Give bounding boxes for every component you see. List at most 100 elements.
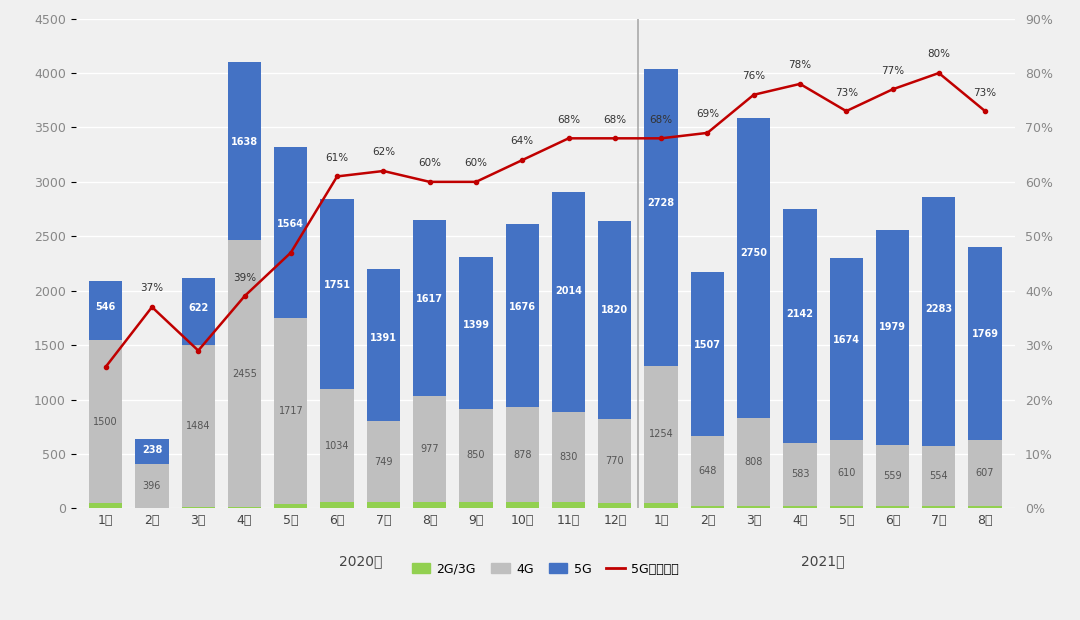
- Bar: [89, 340, 122, 503]
- Bar: [505, 407, 539, 502]
- Text: 2142: 2142: [786, 309, 813, 319]
- Bar: [691, 506, 724, 508]
- Bar: [969, 440, 1002, 506]
- Text: 1034: 1034: [325, 441, 349, 451]
- Text: 648: 648: [698, 466, 717, 476]
- Text: 583: 583: [791, 469, 809, 479]
- Bar: [181, 507, 215, 508]
- Bar: [89, 281, 122, 340]
- Text: 73%: 73%: [973, 87, 997, 97]
- Bar: [598, 503, 632, 508]
- Text: 1979: 1979: [879, 322, 906, 332]
- Text: 808: 808: [744, 457, 762, 467]
- Bar: [367, 421, 400, 502]
- Text: 1564: 1564: [278, 219, 305, 229]
- Bar: [274, 148, 308, 317]
- Bar: [645, 503, 678, 508]
- Bar: [413, 219, 446, 396]
- Text: 1674: 1674: [833, 335, 860, 345]
- Text: 830: 830: [559, 452, 578, 462]
- Bar: [228, 62, 261, 240]
- Bar: [829, 506, 863, 508]
- Text: 622: 622: [188, 303, 208, 313]
- Bar: [89, 503, 122, 508]
- Text: 607: 607: [976, 468, 995, 478]
- Text: 2020年: 2020年: [338, 554, 382, 568]
- Bar: [829, 258, 863, 440]
- Bar: [922, 446, 956, 506]
- Bar: [367, 270, 400, 421]
- Text: 80%: 80%: [928, 50, 950, 60]
- Bar: [228, 507, 261, 508]
- Bar: [505, 224, 539, 407]
- Bar: [321, 389, 354, 502]
- Bar: [505, 502, 539, 508]
- Text: 238: 238: [141, 445, 162, 455]
- Bar: [598, 419, 632, 503]
- Text: 1484: 1484: [186, 421, 211, 431]
- Text: 2021年: 2021年: [801, 554, 845, 568]
- Bar: [274, 505, 308, 508]
- Text: 1820: 1820: [602, 305, 629, 315]
- Bar: [737, 118, 770, 418]
- Bar: [552, 192, 585, 412]
- Bar: [228, 240, 261, 507]
- Text: 1399: 1399: [462, 321, 489, 330]
- Text: 1638: 1638: [231, 137, 258, 147]
- Bar: [969, 506, 1002, 508]
- Text: 878: 878: [513, 450, 531, 459]
- Bar: [922, 506, 956, 508]
- Bar: [321, 199, 354, 389]
- Bar: [876, 506, 909, 508]
- Bar: [737, 418, 770, 506]
- Text: 559: 559: [883, 471, 902, 480]
- Text: 61%: 61%: [325, 153, 349, 163]
- Text: 1254: 1254: [649, 429, 674, 440]
- Text: 977: 977: [420, 444, 438, 454]
- Bar: [783, 443, 816, 506]
- Bar: [645, 366, 678, 503]
- Bar: [691, 272, 724, 436]
- Bar: [737, 506, 770, 508]
- Bar: [181, 345, 215, 507]
- Bar: [459, 502, 492, 508]
- Bar: [876, 230, 909, 445]
- Text: 2728: 2728: [648, 198, 675, 208]
- Text: 2750: 2750: [740, 248, 767, 258]
- Bar: [321, 502, 354, 508]
- Bar: [274, 317, 308, 505]
- Text: 76%: 76%: [742, 71, 766, 81]
- Text: 60%: 60%: [418, 158, 442, 168]
- Bar: [135, 464, 168, 508]
- Bar: [459, 257, 492, 409]
- Bar: [922, 197, 956, 446]
- Bar: [135, 438, 168, 464]
- Bar: [598, 221, 632, 419]
- Text: 78%: 78%: [788, 60, 811, 70]
- Text: 2014: 2014: [555, 286, 582, 296]
- Text: 68%: 68%: [557, 115, 580, 125]
- Text: 64%: 64%: [511, 136, 534, 146]
- Text: 37%: 37%: [140, 283, 163, 293]
- Text: 1769: 1769: [972, 329, 999, 339]
- Bar: [783, 506, 816, 508]
- Text: 69%: 69%: [696, 109, 719, 119]
- Bar: [783, 210, 816, 443]
- Text: 610: 610: [837, 468, 855, 478]
- Text: 39%: 39%: [233, 273, 256, 283]
- Bar: [413, 396, 446, 502]
- Text: 62%: 62%: [372, 148, 395, 157]
- Text: 396: 396: [143, 481, 161, 491]
- Text: 60%: 60%: [464, 158, 487, 168]
- Text: 1617: 1617: [416, 294, 443, 304]
- Text: 1507: 1507: [694, 340, 721, 350]
- Text: 68%: 68%: [604, 115, 626, 125]
- Bar: [829, 440, 863, 506]
- Text: 2283: 2283: [926, 304, 953, 314]
- Bar: [552, 412, 585, 502]
- Text: 850: 850: [467, 450, 485, 461]
- Bar: [876, 445, 909, 506]
- Bar: [969, 247, 1002, 440]
- Text: 546: 546: [95, 303, 116, 312]
- Text: 749: 749: [374, 457, 393, 467]
